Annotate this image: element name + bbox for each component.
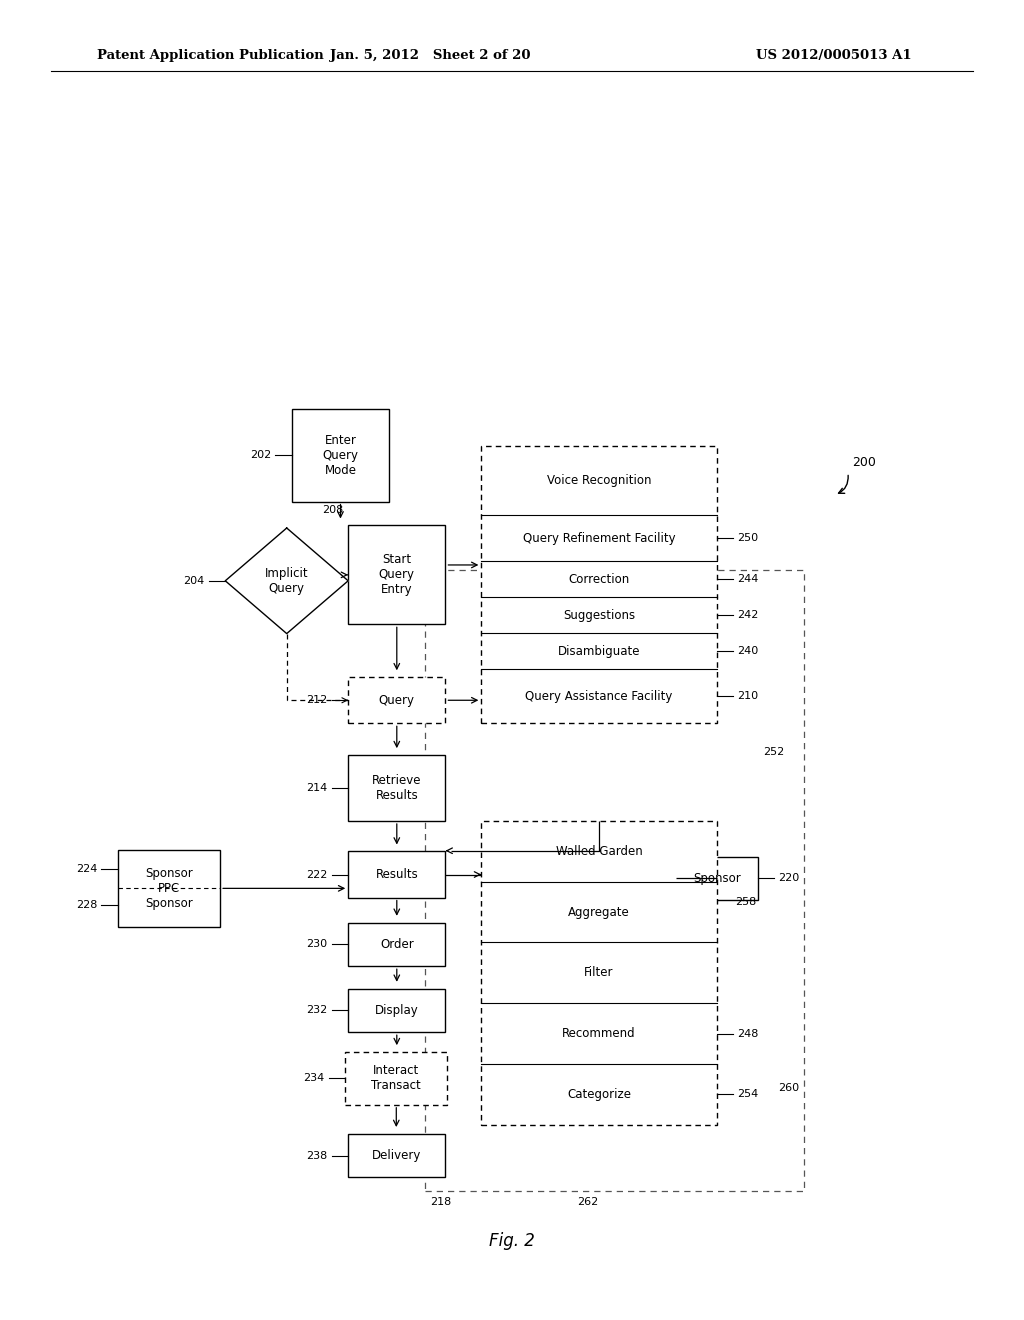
Text: Order: Order xyxy=(380,939,414,950)
Text: Implicit
Query: Implicit Query xyxy=(265,566,308,595)
Text: 250: 250 xyxy=(737,533,759,544)
Text: 214: 214 xyxy=(306,783,328,793)
FancyBboxPatch shape xyxy=(481,821,717,1125)
Text: 254: 254 xyxy=(737,1089,759,1100)
Text: 222: 222 xyxy=(306,870,328,879)
Text: Enter
Query
Mode: Enter Query Mode xyxy=(323,434,358,477)
Text: 220: 220 xyxy=(778,874,800,883)
Text: Query: Query xyxy=(379,694,415,706)
Text: Fig. 2: Fig. 2 xyxy=(489,1232,535,1250)
Text: Aggregate: Aggregate xyxy=(568,906,630,919)
FancyBboxPatch shape xyxy=(348,525,445,624)
Text: Results: Results xyxy=(376,869,418,880)
Text: Recommend: Recommend xyxy=(562,1027,636,1040)
Text: Retrieve
Results: Retrieve Results xyxy=(372,774,422,803)
Text: Correction: Correction xyxy=(568,573,630,586)
Text: 224: 224 xyxy=(76,865,97,874)
Text: 204: 204 xyxy=(183,576,205,586)
Text: 248: 248 xyxy=(737,1028,759,1039)
FancyBboxPatch shape xyxy=(345,1052,447,1105)
Text: Query Refinement Facility: Query Refinement Facility xyxy=(522,532,676,545)
Text: Delivery: Delivery xyxy=(372,1150,422,1162)
Text: 202: 202 xyxy=(250,450,271,461)
FancyBboxPatch shape xyxy=(348,755,445,821)
Text: 218: 218 xyxy=(430,1197,452,1208)
FancyBboxPatch shape xyxy=(348,677,445,723)
Text: US 2012/0005013 A1: US 2012/0005013 A1 xyxy=(756,49,911,62)
Text: 230: 230 xyxy=(306,940,328,949)
FancyBboxPatch shape xyxy=(676,857,758,900)
Text: Categorize: Categorize xyxy=(567,1088,631,1101)
Text: 200: 200 xyxy=(852,455,876,469)
Text: Walled Garden: Walled Garden xyxy=(556,845,642,858)
Text: Display: Display xyxy=(375,1005,419,1016)
Text: 210: 210 xyxy=(737,692,759,701)
Text: Voice Recognition: Voice Recognition xyxy=(547,474,651,487)
Text: 234: 234 xyxy=(303,1073,325,1084)
Text: Disambiguate: Disambiguate xyxy=(558,644,640,657)
Text: 212: 212 xyxy=(306,696,328,705)
Text: 242: 242 xyxy=(737,610,759,620)
FancyBboxPatch shape xyxy=(292,409,389,502)
FancyBboxPatch shape xyxy=(348,1134,445,1177)
Polygon shape xyxy=(225,528,348,634)
Text: Start
Query
Entry: Start Query Entry xyxy=(379,553,415,597)
Text: 262: 262 xyxy=(577,1197,598,1208)
Text: Patent Application Publication: Patent Application Publication xyxy=(97,49,324,62)
Text: Filter: Filter xyxy=(585,966,613,979)
Text: 258: 258 xyxy=(735,898,757,907)
Text: 228: 228 xyxy=(76,900,97,911)
Text: Query Assistance Facility: Query Assistance Facility xyxy=(525,690,673,702)
Text: Sponsor: Sponsor xyxy=(693,873,740,884)
Text: Interact
Transact: Interact Transact xyxy=(372,1064,421,1093)
Text: 240: 240 xyxy=(737,647,759,656)
Text: 232: 232 xyxy=(306,1006,328,1015)
FancyBboxPatch shape xyxy=(118,850,220,927)
FancyBboxPatch shape xyxy=(348,851,445,898)
Text: 244: 244 xyxy=(737,574,759,585)
Text: Jan. 5, 2012   Sheet 2 of 20: Jan. 5, 2012 Sheet 2 of 20 xyxy=(330,49,530,62)
FancyBboxPatch shape xyxy=(481,446,717,723)
Text: Sponsor
PPC
Sponsor: Sponsor PPC Sponsor xyxy=(145,867,193,909)
Text: Suggestions: Suggestions xyxy=(563,609,635,622)
FancyBboxPatch shape xyxy=(348,989,445,1032)
FancyBboxPatch shape xyxy=(348,923,445,966)
Text: 208: 208 xyxy=(322,504,343,515)
Text: 252: 252 xyxy=(763,747,784,758)
Text: 260: 260 xyxy=(778,1084,800,1093)
Text: 238: 238 xyxy=(306,1151,328,1160)
